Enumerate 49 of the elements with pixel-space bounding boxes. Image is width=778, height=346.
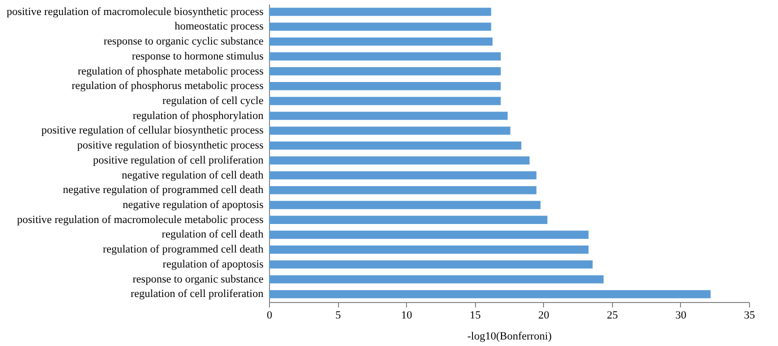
x-tick-label: 35 [744,310,756,322]
y-tick-label: regulation of cell cycle [162,94,264,107]
bar [269,230,589,239]
y-tick-label: regulation of cell death [162,228,264,241]
y-tick-label: negative regulation of programmed cell death [62,184,264,196]
bar [269,171,536,180]
x-tick-label: 30 [675,310,687,322]
y-tick-label: regulation of cell proliferation [130,288,264,300]
y-tick-label: regulation of programmed cell death [102,244,264,256]
bar [269,22,492,31]
bar [269,52,501,60]
bar [269,96,501,106]
y-tick-label: response to organic cyclic substance [104,36,264,48]
bar [269,200,541,210]
y-tick-label: negative regulation of cell death [122,169,264,182]
y-tick-label: positive regulation of macromolecule metabolic process [16,214,264,226]
y-tick-label: positive regulation of macromolecule biosynthetic process [6,6,264,18]
y-tick-label: positive regulation of biosynthetic process [77,140,264,152]
x-tick-label: 20 [538,310,550,322]
bar [269,112,508,120]
x-tick-label: 10 [401,310,413,322]
bar [269,186,536,194]
bar [269,141,522,150]
y-tick-label: positive regulation of cellular biosynthetic process [41,124,264,137]
bar [269,260,593,269]
bar [269,156,530,165]
y-tick-label: negative regulation of apoptosis [122,199,264,212]
y-tick-label: regulation of phosphorylation [132,110,264,122]
x-tick-label: 25 [606,310,618,322]
bar [269,290,711,298]
y-tick-label: regulation of phosphorus metabolic process [72,80,264,92]
y-tick-label: response to organic substance [132,273,264,286]
bar [269,126,510,135]
bar [269,216,548,224]
x-tick-label: 0 [266,310,273,322]
y-tick-label: regulation of apoptosis [162,258,264,270]
bar [269,37,493,46]
y-tick-label: response to hormone stimulus [132,50,264,62]
bar [269,82,501,90]
bar [269,67,501,76]
x-tick-label: 15 [470,310,482,322]
bar [269,246,589,254]
x-tick-label: 5 [335,310,342,322]
y-tick-label: regulation of phosphate metabolic process [78,65,264,78]
bar [269,275,604,284]
y-tick-label: positive regulation of cell proliferation [93,154,264,166]
y-tick-label: homeostatic process [174,20,264,33]
bar [269,8,492,16]
x-axis-title: -log10(Bonferroni) [467,330,552,342]
